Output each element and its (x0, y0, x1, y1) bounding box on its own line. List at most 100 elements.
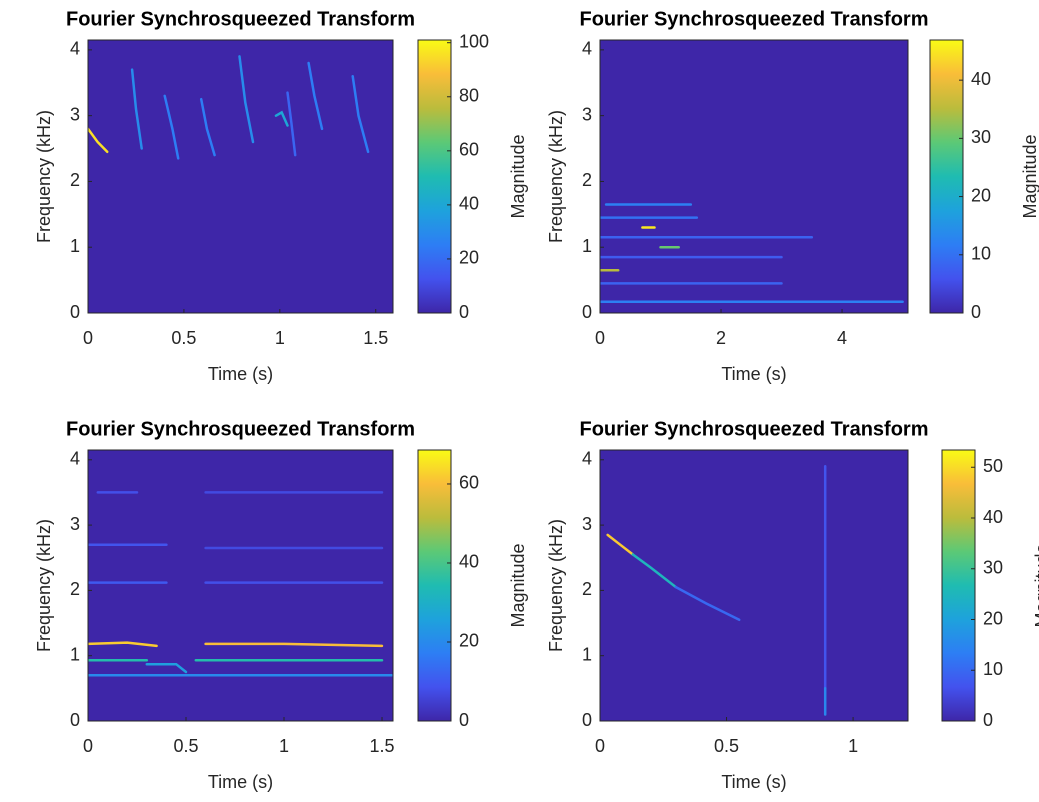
x-tick-label: 1 (279, 736, 289, 756)
x-tick-label: 4 (837, 328, 847, 348)
y-tick-label: 1 (582, 644, 592, 664)
y-tick-label: 4 (582, 39, 592, 59)
colorbar-tick-label: 40 (983, 507, 1003, 527)
colorbar-tick-label: 20 (983, 608, 1003, 628)
plot-background (88, 40, 393, 313)
x-tick-label: 0.5 (171, 328, 196, 348)
y-tick-label: 1 (582, 236, 592, 256)
ridges (606, 465, 827, 716)
ridge (199, 97, 216, 157)
x-tick-label: 0 (595, 736, 605, 756)
subplot: 0 0.5 1 1.5 0 1 2 3 4 Fourier Synchrosqueezed Tra… (34, 418, 528, 791)
ridge (130, 68, 143, 150)
y-tick-label: 0 (582, 710, 592, 730)
y-tick-label: 1 (70, 644, 80, 664)
y-axis-label: Frequency (kHz) (34, 110, 54, 243)
x-tick-label: 1 (275, 328, 285, 348)
x-axis-label: Time (s) (208, 364, 273, 384)
colorbar-tick-label: 20 (459, 248, 479, 268)
x-tick-label: 0.5 (714, 736, 739, 756)
colorbar (941, 449, 976, 722)
ridge (88, 127, 109, 154)
y-tick-label: 3 (582, 104, 592, 124)
chart-title: Fourier Synchrosqueezed Transform (66, 418, 415, 440)
colorbar (929, 39, 964, 314)
y-axis-label: Frequency (kHz) (546, 519, 566, 652)
ridge (674, 585, 741, 622)
colorbar-label: Magnitude (1020, 134, 1039, 218)
colorbar-tick-label: 10 (971, 244, 991, 264)
colorbar (417, 39, 452, 314)
chart-title: Fourier Synchrosqueezed Transform (580, 418, 929, 440)
colorbar-tick-label: 40 (971, 69, 991, 89)
ridge (163, 94, 180, 160)
y-axis-label: Frequency (kHz) (34, 519, 54, 652)
axes-box (87, 449, 394, 722)
x-tick-label: 2 (716, 328, 726, 348)
axes-box (87, 39, 394, 314)
colorbar-tick-label: 60 (459, 473, 479, 493)
colorbar-tick-label: 10 (983, 659, 1003, 679)
ridge (238, 55, 255, 144)
colorbar-tick-label: 0 (971, 302, 981, 322)
ridge (631, 553, 678, 589)
ridge (606, 533, 635, 556)
colorbar-tick-label: 0 (459, 302, 469, 322)
x-tick-label: 1 (848, 736, 858, 756)
x-axis-label: Time (s) (208, 772, 273, 792)
ridge (88, 641, 158, 648)
colorbar-tick-label: 40 (459, 194, 479, 214)
ridges (600, 203, 904, 304)
ridge (307, 61, 324, 131)
y-tick-label: 0 (70, 302, 80, 322)
y-tick-label: 2 (582, 579, 592, 599)
x-tick-label: 1.5 (363, 328, 388, 348)
y-tick-label: 2 (70, 579, 80, 599)
colorbar-tick-label: 50 (983, 456, 1003, 476)
axes-box (599, 449, 909, 722)
colorbar-tick-label: 80 (459, 86, 479, 106)
ridge (145, 662, 188, 674)
y-tick-label: 0 (582, 302, 592, 322)
x-axis-label: Time (s) (721, 364, 786, 384)
colorbar-tick-label: 0 (459, 710, 469, 730)
y-tick-label: 3 (582, 514, 592, 534)
x-tick-label: 0 (83, 736, 93, 756)
y-tick-label: 4 (582, 449, 592, 469)
axes-box (599, 39, 909, 314)
x-tick-label: 0 (595, 328, 605, 348)
y-tick-label: 2 (582, 170, 592, 190)
y-tick-label: 4 (70, 39, 80, 59)
y-axis-label: Frequency (kHz) (546, 110, 566, 243)
y-tick-label: 1 (70, 236, 80, 256)
y-tick-label: 3 (70, 514, 80, 534)
colorbar-tick-label: 60 (459, 140, 479, 160)
plot-background (600, 40, 908, 313)
ridge (274, 110, 289, 127)
ridge (286, 91, 297, 157)
x-tick-label: 0 (83, 328, 93, 348)
y-tick-label: 0 (70, 710, 80, 730)
ridges (88, 491, 393, 677)
y-tick-label: 4 (70, 449, 80, 469)
ridge (351, 74, 370, 154)
colorbar-label: Magnitude (508, 134, 528, 218)
colorbar-label: Magnitude (508, 543, 528, 627)
colorbar (417, 449, 452, 722)
colorbar-tick-label: 100 (459, 31, 489, 51)
colorbar-tick-label: 40 (459, 552, 479, 572)
colorbar-label: Magnitude (1032, 543, 1039, 627)
y-tick-label: 2 (70, 170, 80, 190)
subplot: 0 0.5 1 1.5 0 1 2 3 4 Fourier Synchrosqueezed Tra… (34, 8, 528, 383)
colorbar-tick-label: 30 (971, 127, 991, 147)
x-axis-label: Time (s) (721, 772, 786, 792)
ridges (88, 55, 370, 160)
y-tick-label: 3 (70, 104, 80, 124)
colorbar-tick-label: 20 (971, 185, 991, 205)
chart-title: Fourier Synchrosqueezed Transform (580, 8, 929, 30)
x-tick-label: 1.5 (370, 736, 395, 756)
chart-title: Fourier Synchrosqueezed Transform (66, 8, 415, 30)
